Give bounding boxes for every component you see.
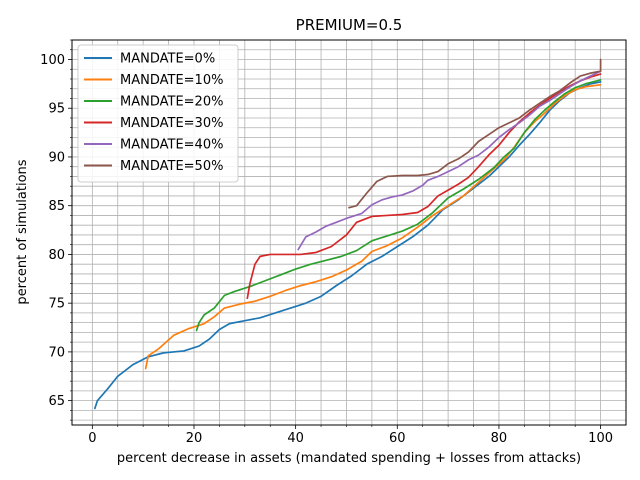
y-tick-label: 85 <box>48 199 65 214</box>
x-tick-label: 80 <box>491 431 508 446</box>
legend-label: MANDATE=30% <box>120 116 223 131</box>
legend-label: MANDATE=20% <box>120 95 223 110</box>
x-tick-label: 60 <box>389 431 406 446</box>
x-tick-label: 20 <box>186 431 203 446</box>
x-tick-label: 0 <box>88 431 96 446</box>
y-tick-label: 65 <box>48 394 65 409</box>
series-line-4 <box>246 73 602 300</box>
series-line-5 <box>297 70 602 251</box>
legend-box <box>77 44 239 183</box>
y-tick-label: 95 <box>48 102 65 117</box>
series-line-1 <box>94 81 602 410</box>
series-line-2 <box>144 83 602 370</box>
series-line-3 <box>195 79 602 332</box>
x-tick-label: 40 <box>287 431 304 446</box>
legend-label: MANDATE=10% <box>120 73 223 88</box>
axis-ticks: 0 20 40 60 80 100 65 70 75 80 85 90 95 100 <box>40 39 613 446</box>
chart-title: PREMIUM=0.5 <box>296 16 403 34</box>
plot-lines <box>94 58 602 410</box>
y-tick-label: 80 <box>48 248 65 263</box>
legend: MANDATE=0% MANDATE=10% MANDATE=20% MANDATE=… <box>77 44 239 183</box>
y-axis-label: percent of simulations <box>15 159 30 304</box>
legend-label: MANDATE=0% <box>120 52 215 67</box>
x-axis-label: percent decrease in assets (mandated spe… <box>117 451 581 466</box>
legend-label: MANDATE=50% <box>120 159 223 174</box>
plot-frame <box>71 39 627 426</box>
y-tick-label: 90 <box>48 150 65 165</box>
y-tick-label: 70 <box>48 345 65 360</box>
x-tick-label: 100 <box>588 431 613 446</box>
y-tick-label: 100 <box>40 53 65 68</box>
y-tick-label: 75 <box>48 297 65 312</box>
legend-label: MANDATE=40% <box>120 138 223 153</box>
series-line-6 <box>348 58 602 209</box>
